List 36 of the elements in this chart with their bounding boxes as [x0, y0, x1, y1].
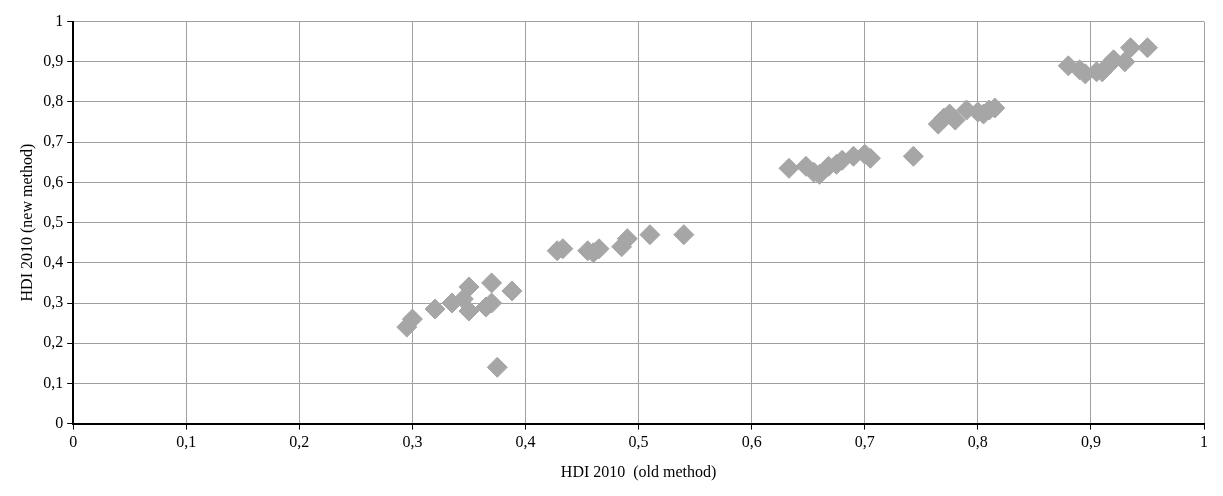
x-tick-label: 0,1: [176, 433, 197, 451]
x-tick-label: 0,7: [854, 433, 875, 451]
x-tick-label: 0: [69, 433, 78, 451]
point: [424, 298, 446, 320]
point: [1136, 37, 1158, 59]
y-tick-label: 0,6: [43, 172, 64, 190]
point: [458, 276, 480, 298]
y-tick-label: 0: [55, 413, 64, 431]
y-tick-label: 0,2: [43, 333, 64, 351]
point: [486, 356, 508, 378]
x-tick-label: 1: [1200, 433, 1208, 451]
point: [673, 224, 695, 246]
point: [501, 280, 523, 302]
x-tick-label: 0,4: [515, 433, 536, 451]
y-tick-label: 0,8: [43, 92, 64, 110]
y-tick-label: 1: [55, 11, 64, 29]
point: [778, 157, 800, 179]
x-axis-title: HDI 2010 (old method): [560, 462, 717, 481]
point: [481, 272, 503, 294]
point: [639, 224, 661, 246]
x-tick-label: 0,9: [1080, 433, 1101, 451]
point: [458, 300, 480, 322]
y-axis-title: HDI 2010 (new method): [17, 143, 36, 302]
x-tick-label: 0,5: [628, 433, 649, 451]
y-tick-label: 0,1: [43, 373, 64, 391]
y-tick-label: 0,5: [43, 212, 64, 230]
x-tick-label: 0,3: [402, 433, 423, 451]
x-tick-label: 0,6: [741, 433, 762, 451]
y-tick-label: 0,4: [43, 253, 64, 270]
y-tick-label: 0,7: [43, 132, 64, 150]
point: [902, 145, 924, 167]
y-tick-label: 0,3: [43, 293, 64, 311]
point: [1120, 37, 1141, 59]
y-tick-label: 0,9: [43, 52, 64, 69]
x-tick-label: 0,2: [289, 433, 310, 451]
x-tick-label: 0,8: [967, 433, 988, 451]
